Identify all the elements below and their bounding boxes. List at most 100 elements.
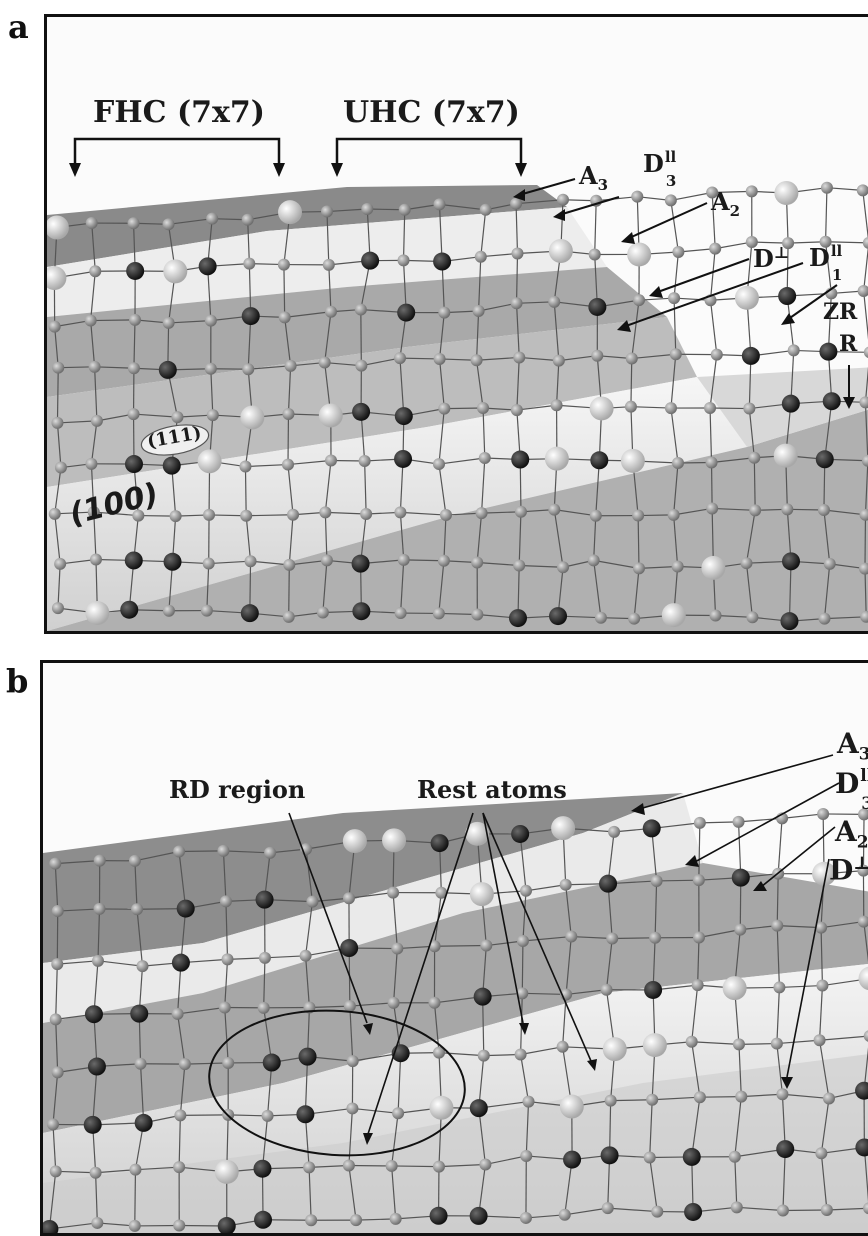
atom (398, 254, 410, 266)
atom (477, 402, 489, 414)
atom (136, 960, 148, 972)
atom (254, 1211, 272, 1229)
atom (159, 361, 177, 379)
atom (523, 1096, 535, 1108)
atom (694, 817, 706, 829)
atom (471, 354, 483, 366)
atom (239, 461, 251, 473)
atom (262, 1110, 274, 1122)
atom (774, 444, 798, 468)
atom (85, 315, 97, 327)
atom (51, 417, 63, 429)
atom (590, 451, 608, 469)
atom (625, 401, 637, 413)
atom (135, 1114, 153, 1132)
atom (710, 610, 722, 622)
atom (693, 931, 705, 943)
atom (599, 875, 617, 893)
atom (549, 607, 567, 625)
atom (205, 315, 217, 327)
atom (520, 1150, 532, 1162)
atom (821, 1204, 833, 1216)
bond (289, 565, 290, 617)
atom (394, 506, 406, 518)
atom (816, 450, 834, 468)
atom (253, 1160, 271, 1178)
atom (283, 559, 295, 571)
atom (173, 1220, 185, 1232)
atom (781, 503, 793, 515)
atom (434, 353, 446, 365)
atom (50, 1013, 62, 1025)
atom (557, 1041, 569, 1053)
atom (88, 1058, 106, 1076)
atom (135, 1058, 147, 1070)
atom (47, 1118, 59, 1130)
atom (646, 1094, 658, 1106)
a3-label-a: A3 (579, 161, 608, 194)
atom (470, 1099, 488, 1117)
atom (433, 607, 445, 619)
atom (545, 447, 569, 471)
atom (207, 409, 219, 421)
atom (746, 611, 758, 623)
atom (278, 200, 302, 224)
atom (780, 612, 798, 630)
atom (282, 459, 294, 471)
atom (399, 204, 411, 216)
atom (693, 874, 705, 886)
atom (479, 1158, 491, 1170)
atom (394, 450, 412, 468)
atom (602, 1202, 614, 1214)
atom (563, 1151, 581, 1169)
atom (382, 828, 406, 852)
atom (590, 396, 614, 420)
atom (440, 509, 452, 521)
panel-b-structure (43, 663, 868, 1233)
atom (701, 556, 725, 580)
atom (125, 551, 143, 569)
atom (240, 405, 264, 429)
atom (631, 191, 643, 203)
atom (816, 980, 828, 992)
atom (299, 1048, 317, 1066)
atom (665, 402, 677, 414)
atom (120, 601, 138, 619)
atom (128, 217, 140, 229)
atom (711, 349, 723, 361)
atom (278, 259, 290, 271)
atom (172, 954, 190, 972)
atom (174, 1109, 186, 1121)
atom (478, 1050, 490, 1062)
atom (321, 206, 333, 218)
atom (163, 457, 181, 475)
atom (433, 1161, 445, 1173)
atom (818, 504, 830, 516)
atom (52, 1066, 64, 1078)
atom (394, 352, 406, 364)
atom (606, 933, 618, 945)
atom (92, 955, 104, 967)
atom (731, 1201, 743, 1213)
atom (823, 1092, 835, 1104)
atom (163, 605, 175, 617)
atom (387, 887, 399, 899)
atom (651, 875, 663, 887)
atom (319, 506, 331, 518)
atom (548, 296, 560, 308)
atom (644, 1151, 656, 1163)
atom (553, 355, 565, 367)
atom (296, 1105, 314, 1123)
atom (90, 554, 102, 566)
atom (670, 348, 682, 360)
atom (557, 194, 569, 206)
atom (203, 558, 215, 570)
panel-b-letter: b (6, 662, 28, 700)
atom (325, 455, 337, 467)
atom (241, 604, 259, 622)
atom (352, 602, 370, 620)
atom (823, 392, 841, 410)
bond (245, 467, 246, 516)
atom (672, 246, 684, 258)
